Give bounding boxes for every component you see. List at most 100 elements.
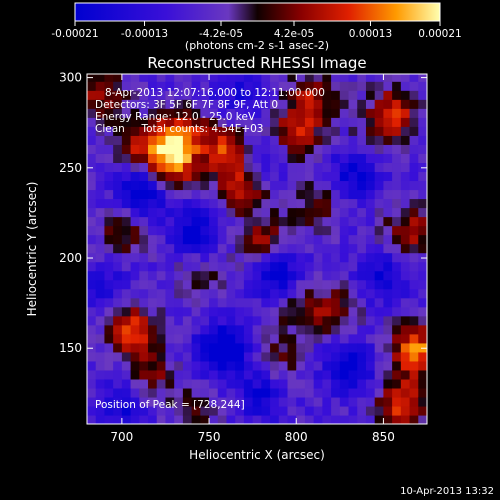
heatmap-cell xyxy=(339,117,350,127)
heatmap-cell xyxy=(87,189,97,200)
heatmap-cell xyxy=(217,279,228,290)
heatmap-cell xyxy=(200,252,210,263)
heatmap-cell xyxy=(226,252,236,263)
heatmap-cell xyxy=(95,333,106,344)
heatmap-cell xyxy=(400,216,411,227)
heatmap-cell xyxy=(331,144,341,154)
heatmap-cell xyxy=(400,135,411,145)
heatmap-cell xyxy=(374,324,385,335)
heatmap-cell xyxy=(392,74,402,82)
heatmap-cell xyxy=(339,180,350,191)
heatmap-cell xyxy=(243,342,254,353)
heatmap-cell xyxy=(357,153,367,164)
heatmap-cell xyxy=(252,144,262,154)
heatmap-cell xyxy=(383,81,393,91)
heatmap-cell xyxy=(357,225,367,236)
heatmap-cell xyxy=(331,207,341,218)
heatmap-cell xyxy=(418,117,427,127)
heatmap-cell xyxy=(200,405,210,416)
heatmap-cell xyxy=(182,117,193,127)
heatmap-cell xyxy=(313,405,323,416)
heatmap-cell xyxy=(148,279,158,290)
heatmap-cell xyxy=(139,144,149,154)
heatmap-cell xyxy=(392,279,402,290)
heatmap-cell xyxy=(226,351,236,362)
colorbar-tick-label: 0.00021 xyxy=(418,28,461,40)
heatmap-cell xyxy=(104,90,114,100)
heatmap-cell xyxy=(130,369,140,380)
heatmap-cell xyxy=(339,288,350,299)
heatmap-cell xyxy=(165,126,175,136)
heatmap-cell xyxy=(95,324,106,335)
heatmap-cell xyxy=(139,180,149,191)
heatmap-cell xyxy=(95,180,106,191)
heatmap-cell xyxy=(217,387,228,398)
heatmap-cell xyxy=(156,288,167,299)
heatmap-cell xyxy=(365,252,376,263)
heatmap-cell xyxy=(261,90,271,100)
heatmap-cell xyxy=(261,270,271,281)
heatmap-cell xyxy=(165,261,175,272)
heatmap-cell xyxy=(191,225,201,236)
heatmap-cell xyxy=(174,144,184,154)
heatmap-cell xyxy=(243,207,254,218)
heatmap-cell xyxy=(296,234,306,245)
heatmap-cell xyxy=(243,162,254,173)
heatmap-cell xyxy=(156,306,167,317)
heatmap-cell xyxy=(235,378,245,389)
heatmap-cell xyxy=(113,153,123,164)
heatmap-cell xyxy=(400,378,411,389)
heatmap-cell xyxy=(121,171,132,182)
heatmap-cell xyxy=(400,144,411,154)
heatmap-cell xyxy=(270,261,280,272)
heatmap-cell xyxy=(182,270,193,281)
heatmap-cell xyxy=(200,180,210,191)
heatmap-cell xyxy=(374,306,385,317)
heatmap-cell xyxy=(139,342,149,353)
heatmap-cell xyxy=(392,81,402,91)
heatmap-cell xyxy=(121,216,132,227)
heatmap-cell xyxy=(87,162,97,173)
heatmap-cell xyxy=(296,270,306,281)
heatmap-cell xyxy=(104,180,114,191)
heatmap-cell xyxy=(331,288,341,299)
heatmap-cell xyxy=(130,108,140,118)
heatmap-cell xyxy=(270,153,280,164)
heatmap-cell xyxy=(104,99,114,109)
heatmap-cell xyxy=(383,216,393,227)
heatmap-cell xyxy=(191,135,201,145)
heatmap-cell xyxy=(261,288,271,299)
heatmap-cell xyxy=(235,74,245,82)
heatmap-cell xyxy=(374,360,385,371)
heatmap-cell xyxy=(165,405,175,416)
heatmap-cell xyxy=(296,333,306,344)
heatmap-cell xyxy=(322,342,332,353)
heatmap-cell xyxy=(235,369,245,380)
heatmap-cell xyxy=(418,243,427,254)
heatmap-cell xyxy=(357,306,367,317)
heatmap-cell xyxy=(296,297,306,308)
heatmap-cell xyxy=(156,81,167,91)
heatmap-cell xyxy=(296,117,306,127)
heatmap-cell xyxy=(313,315,323,326)
heatmap-cell xyxy=(348,351,358,362)
heatmap-cell xyxy=(226,270,236,281)
heatmap-cell xyxy=(374,207,385,218)
heatmap-cell xyxy=(392,270,402,281)
heatmap-cell xyxy=(113,369,123,380)
heatmap-cell xyxy=(95,171,106,182)
heatmap-cell xyxy=(243,234,254,245)
heatmap-cell xyxy=(296,74,306,82)
heatmap-cell xyxy=(287,90,297,100)
heatmap-cell xyxy=(121,306,132,317)
heatmap-cell xyxy=(278,74,289,82)
heatmap-cell xyxy=(165,306,175,317)
heatmap-cell xyxy=(409,171,419,182)
heatmap-cell xyxy=(278,378,289,389)
heatmap-cell xyxy=(139,396,149,407)
heatmap-cell xyxy=(365,126,376,136)
heatmap-cell xyxy=(348,270,358,281)
heatmap-cell xyxy=(182,162,193,173)
heatmap-cell xyxy=(261,342,271,353)
heatmap-cell xyxy=(261,108,271,118)
